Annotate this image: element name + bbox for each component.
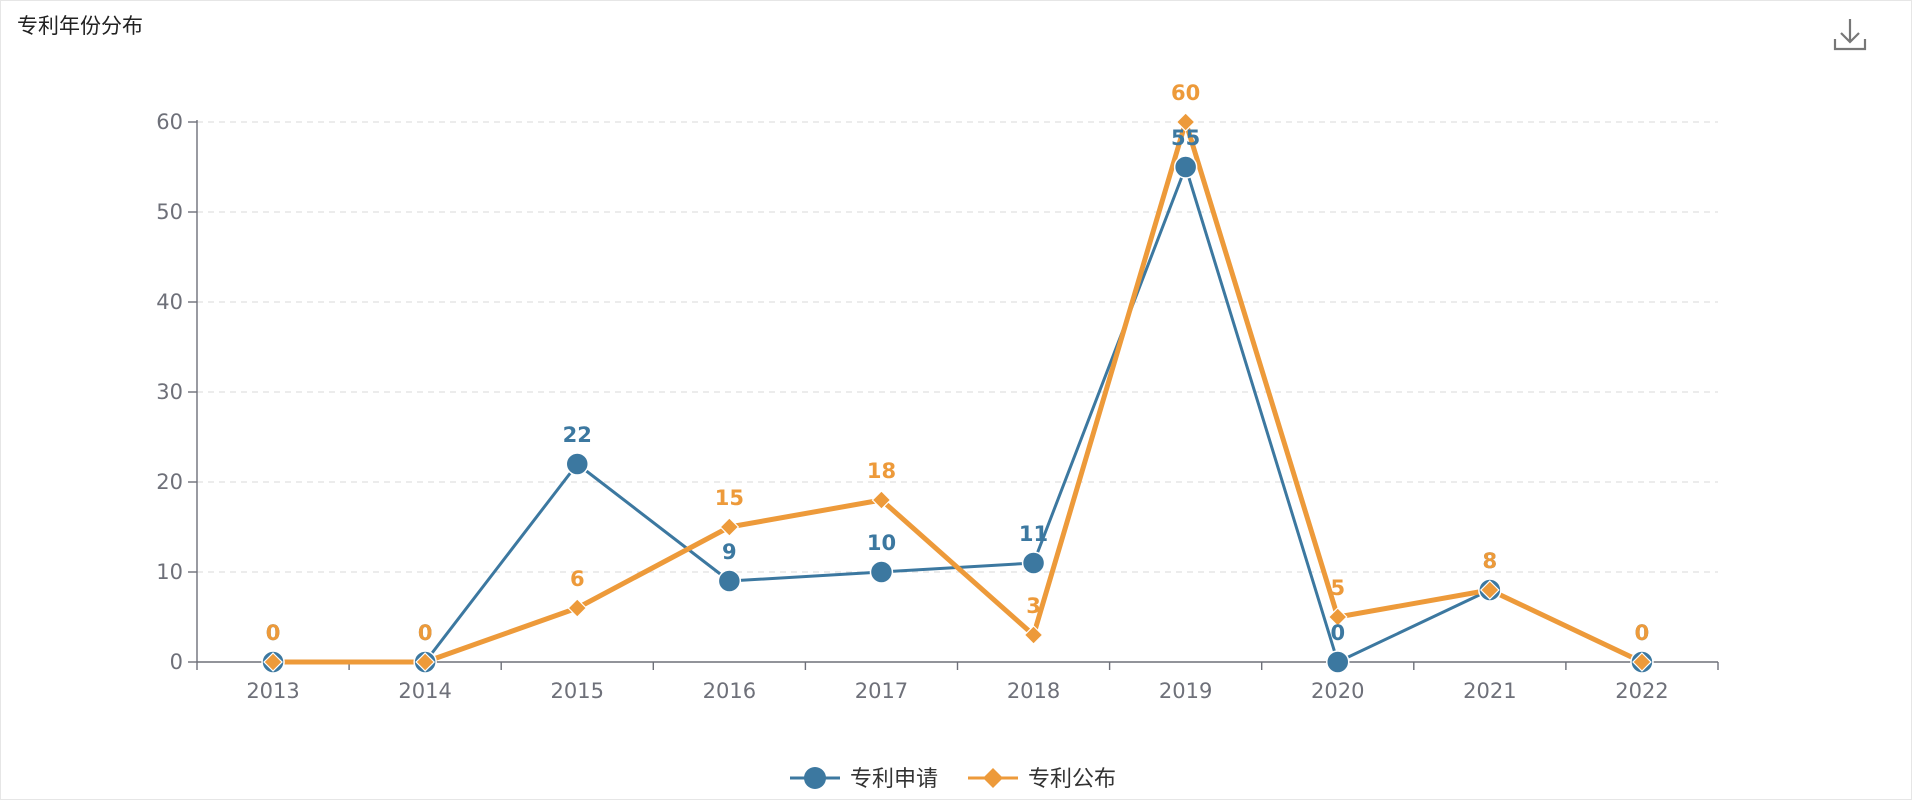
x-tick-label: 2019 xyxy=(1159,679,1212,703)
legend-circle xyxy=(804,767,826,789)
download-icon[interactable] xyxy=(1831,15,1869,53)
grid-lines xyxy=(197,121,1718,573)
x-tick-label: 2013 xyxy=(246,679,299,703)
x-tick-label: 2021 xyxy=(1463,679,1516,703)
point-diamond xyxy=(1175,112,1196,132)
x-tick-label: 2015 xyxy=(551,679,604,703)
data-label: 55 xyxy=(1171,126,1200,150)
point-circle xyxy=(1173,155,1198,179)
legend-label: 专利申请 xyxy=(850,767,938,792)
y-tick-label: 30 xyxy=(156,380,183,404)
x-tick-label: 2017 xyxy=(855,679,908,703)
legend[interactable]: 专利申请 专利公布 xyxy=(790,767,1116,792)
point-circle xyxy=(869,560,894,584)
data-label: 0 xyxy=(418,621,433,645)
point-diamond xyxy=(1632,652,1652,672)
x-tick-label: 2022 xyxy=(1615,679,1668,703)
data-label: 6 xyxy=(570,567,585,591)
point-diamond xyxy=(1327,607,1348,627)
point-diamond xyxy=(567,598,588,618)
y-tick-label: 20 xyxy=(156,470,183,494)
data-label: 0 xyxy=(1635,621,1650,645)
series-line-1 xyxy=(273,165,1643,664)
point-circle xyxy=(1326,650,1350,674)
point-diamond xyxy=(415,652,435,672)
data-label: 3 xyxy=(1026,594,1041,618)
series-line-2 xyxy=(273,119,1644,665)
y-tick-label: 50 xyxy=(156,200,183,224)
point-diamond xyxy=(871,490,892,510)
data-label: 8 xyxy=(1483,549,1498,573)
point-circle xyxy=(717,569,742,593)
data-label: 0 xyxy=(266,621,281,645)
point-diamond xyxy=(1480,580,1500,600)
data-label: 60 xyxy=(1171,81,1200,105)
point-diamond xyxy=(719,517,740,537)
data-label: 9 xyxy=(722,540,737,564)
data-label: 18 xyxy=(867,459,896,483)
x-tick-label: 2014 xyxy=(398,679,451,703)
data-label: 11 xyxy=(1019,522,1048,546)
y-tick-label: 10 xyxy=(156,560,183,584)
data-label: 10 xyxy=(867,531,896,555)
data-label: 8 xyxy=(1483,549,1498,573)
point-circle xyxy=(1021,551,1046,575)
legend-label: 专利公布 xyxy=(1028,767,1116,792)
x-tick-label: 2020 xyxy=(1311,679,1364,703)
point-diamond xyxy=(263,652,283,672)
data-label: 15 xyxy=(715,486,744,510)
y-tick-label: 0 xyxy=(170,650,183,674)
x-tick-label: 2016 xyxy=(703,679,756,703)
point-circle xyxy=(565,452,589,476)
series-layer xyxy=(261,112,1654,674)
chart-title: 专利年份分布 xyxy=(17,14,143,38)
y-tick-label: 60 xyxy=(156,110,183,134)
x-tick-label: 2018 xyxy=(1007,679,1060,703)
y-tick-label: 40 xyxy=(156,290,183,314)
legend-diamond xyxy=(983,768,1003,788)
data-label: 5 xyxy=(1330,576,1345,600)
data-label: 0 xyxy=(266,621,281,645)
data-label: 0 xyxy=(418,621,433,645)
point-diamond xyxy=(1023,625,1044,645)
data-label: 0 xyxy=(1330,621,1345,645)
data-label: 0 xyxy=(1635,621,1650,645)
data-label: 22 xyxy=(563,423,592,447)
